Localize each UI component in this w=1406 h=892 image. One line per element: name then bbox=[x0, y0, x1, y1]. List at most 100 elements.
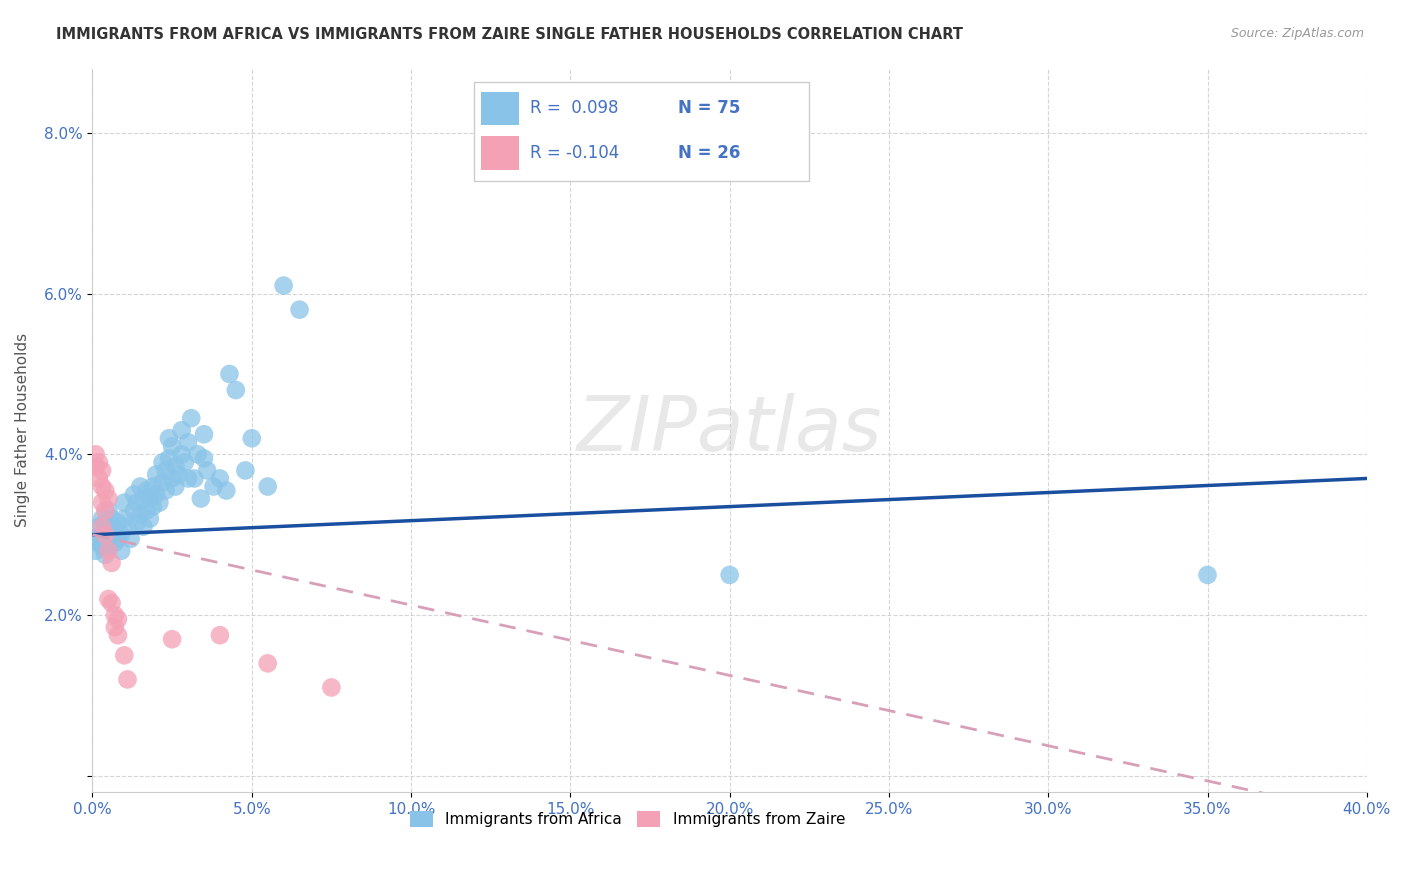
Bar bbox=[481, 136, 519, 169]
Point bbox=[132, 491, 155, 506]
Point bbox=[104, 608, 127, 623]
Point bbox=[94, 532, 117, 546]
Point bbox=[180, 411, 202, 425]
Point bbox=[110, 544, 132, 558]
Point bbox=[167, 467, 190, 482]
Point bbox=[122, 487, 145, 501]
Point bbox=[256, 479, 278, 493]
Text: ZIPatlas: ZIPatlas bbox=[576, 393, 883, 467]
Text: N = 26: N = 26 bbox=[678, 144, 740, 161]
Point bbox=[87, 519, 110, 533]
Point bbox=[127, 495, 149, 509]
Point bbox=[91, 540, 114, 554]
Point bbox=[139, 491, 162, 506]
Text: Source: ZipAtlas.com: Source: ZipAtlas.com bbox=[1230, 27, 1364, 40]
Point bbox=[152, 455, 174, 469]
Point bbox=[170, 423, 193, 437]
Point bbox=[94, 527, 117, 541]
Point bbox=[256, 657, 278, 671]
Point bbox=[225, 383, 247, 397]
Point bbox=[100, 511, 122, 525]
Point bbox=[91, 479, 114, 493]
Point bbox=[94, 483, 117, 498]
Point bbox=[160, 439, 183, 453]
Point bbox=[112, 511, 135, 525]
Point bbox=[177, 471, 200, 485]
Point bbox=[127, 516, 149, 530]
Point bbox=[97, 491, 120, 506]
Point bbox=[129, 479, 152, 493]
Point bbox=[160, 632, 183, 647]
Point bbox=[112, 495, 135, 509]
Text: IMMIGRANTS FROM AFRICA VS IMMIGRANTS FROM ZAIRE SINGLE FATHER HOUSEHOLDS CORRELA: IMMIGRANTS FROM AFRICA VS IMMIGRANTS FRO… bbox=[56, 27, 963, 42]
Point bbox=[157, 431, 180, 445]
Point bbox=[139, 511, 162, 525]
Point bbox=[104, 535, 127, 549]
Point bbox=[193, 427, 215, 442]
Point bbox=[160, 471, 183, 485]
Point bbox=[91, 527, 114, 541]
Point bbox=[288, 302, 311, 317]
Point bbox=[84, 544, 107, 558]
Point bbox=[165, 479, 187, 493]
Point bbox=[97, 540, 120, 554]
Point bbox=[94, 503, 117, 517]
Point bbox=[177, 435, 200, 450]
Point bbox=[218, 367, 240, 381]
Text: N = 75: N = 75 bbox=[678, 100, 740, 118]
Point bbox=[91, 495, 114, 509]
Point bbox=[202, 479, 225, 493]
Point bbox=[273, 278, 295, 293]
Point bbox=[97, 544, 120, 558]
Point bbox=[91, 511, 114, 525]
Y-axis label: Single Father Households: Single Father Households bbox=[15, 334, 30, 527]
Point bbox=[152, 475, 174, 490]
Point bbox=[87, 471, 110, 485]
Point bbox=[183, 471, 205, 485]
Point bbox=[110, 527, 132, 541]
Point bbox=[165, 459, 187, 474]
Point bbox=[104, 620, 127, 634]
Point bbox=[208, 471, 231, 485]
Point bbox=[240, 431, 263, 445]
Point bbox=[84, 459, 107, 474]
Point bbox=[117, 519, 139, 533]
FancyBboxPatch shape bbox=[474, 82, 808, 181]
Point bbox=[148, 495, 170, 509]
Point bbox=[157, 451, 180, 466]
Point bbox=[142, 479, 165, 493]
Point bbox=[117, 673, 139, 687]
Point bbox=[145, 487, 167, 501]
Point bbox=[155, 463, 177, 477]
Point bbox=[142, 500, 165, 514]
Point bbox=[193, 451, 215, 466]
Text: R =  0.098: R = 0.098 bbox=[530, 100, 619, 118]
Point bbox=[107, 516, 129, 530]
Point bbox=[100, 596, 122, 610]
Bar bbox=[481, 92, 519, 126]
Point bbox=[91, 463, 114, 477]
Point bbox=[107, 612, 129, 626]
Point bbox=[132, 519, 155, 533]
Point bbox=[135, 483, 157, 498]
Point bbox=[170, 447, 193, 461]
Point bbox=[208, 628, 231, 642]
Point bbox=[173, 455, 195, 469]
Point bbox=[135, 503, 157, 517]
Point bbox=[190, 491, 212, 506]
Point bbox=[84, 532, 107, 546]
Point bbox=[112, 648, 135, 663]
Point bbox=[195, 463, 218, 477]
Point bbox=[94, 548, 117, 562]
Point bbox=[122, 503, 145, 517]
Point bbox=[91, 519, 114, 533]
Legend: Immigrants from Africa, Immigrants from Zaire: Immigrants from Africa, Immigrants from … bbox=[402, 804, 853, 835]
Point bbox=[718, 568, 741, 582]
Point bbox=[107, 628, 129, 642]
Text: R = -0.104: R = -0.104 bbox=[530, 144, 619, 161]
Point bbox=[104, 524, 127, 538]
Point bbox=[1197, 568, 1219, 582]
Point bbox=[97, 592, 120, 607]
Point bbox=[321, 681, 343, 695]
Point bbox=[97, 503, 120, 517]
